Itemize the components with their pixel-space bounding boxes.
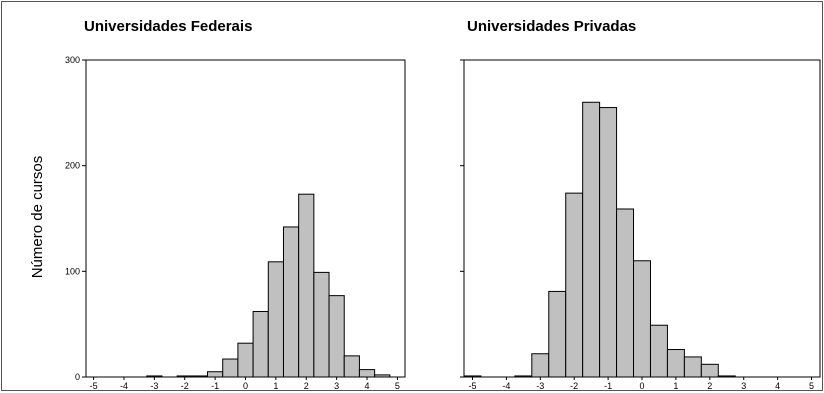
x-tick-label: 5 [809,381,814,391]
x-tick-label: 2 [707,381,712,391]
histogram-bar [298,193,315,378]
x-tick-label: 3 [334,381,339,391]
x-tick-label: -1 [604,381,612,391]
x-tick-label: 3 [741,381,746,391]
x-tick-label: -5 [90,381,98,391]
x-tick-label: 1 [273,381,278,391]
histogram-bar [700,363,719,378]
histogram-bar [683,356,702,378]
x-tick-label: -4 [120,381,128,391]
y-axis-label: Número de cursos [29,156,46,279]
histogram-bar [313,271,330,378]
y-tick-label: 100 [65,266,80,276]
histogram-bar [282,226,300,378]
x-tick-label: -1 [211,381,219,391]
x-tick-label: 2 [304,381,309,391]
histogram-bar [237,342,254,378]
histogram-bar [548,290,567,378]
panel-privadas: Universidades Privadas -5 -4 -3 -2 -1 0 1 2 3 4 5 [460,18,821,391]
x-tick-label: 5 [395,381,400,391]
x-tick-label: 0 [639,381,644,391]
y-tick-label: 300 [65,55,80,65]
x-tick-label: 0 [243,381,248,391]
x-tick-label: 4 [365,381,370,391]
histogram-bar [633,260,651,378]
histogram-bar [252,310,269,378]
panel-federais: Universidades Federais 0 100 200 300 -5 -4 -3 -2… [65,18,406,391]
histogram-bar [267,261,284,378]
histogram-bar [616,208,635,378]
x-tick-label: -2 [570,381,578,391]
x-tick-label: 4 [775,381,780,391]
x-tick-label: -3 [536,381,544,391]
x-tick-label: -4 [502,381,510,391]
x-tick-label: -3 [150,381,158,391]
y-tick-label: 200 [65,161,80,171]
x-tick-label: -5 [468,381,476,391]
histogram-bar [565,192,584,378]
histogram-bar [358,369,376,378]
histogram-bar [582,101,601,378]
histogram-bar [649,324,668,378]
y-tick-label: 0 [75,372,80,382]
histogram-bar [343,355,360,378]
histogram-bar [531,353,550,378]
histogram-bar [207,371,224,378]
x-tick-label: 1 [673,381,678,391]
panel-title: Universidades Federais [84,18,252,35]
histogram-bar [328,295,345,378]
panel-title: Universidades Privadas [467,18,636,35]
histogram-bar [666,349,685,378]
histogram-bar [222,358,239,378]
plot-frame [85,59,406,378]
histogram-bar [599,107,618,378]
x-tick-label: -2 [181,381,189,391]
